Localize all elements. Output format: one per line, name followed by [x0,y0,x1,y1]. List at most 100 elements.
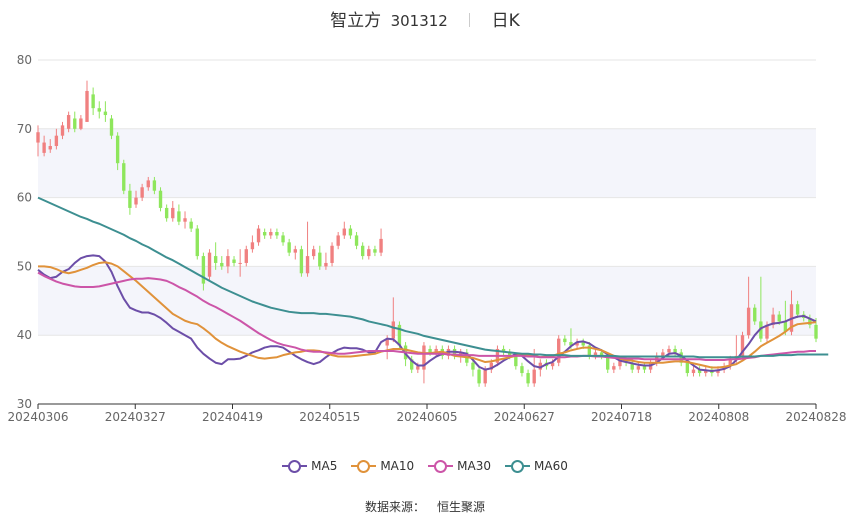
candle-body [508,352,512,356]
candle [373,245,377,257]
candle-body [501,348,506,353]
candle [808,314,812,329]
candle [220,256,224,270]
x-tick-label: 20240306 [7,410,68,424]
candlesticks [36,80,818,387]
candle-body [293,249,297,253]
candle-body [563,338,567,343]
chart-title: 智立方 301312 日K [0,6,850,31]
moving-average-lines [37,196,829,372]
candle-body [171,207,175,219]
candle-body [299,249,304,274]
candle-body [599,352,604,356]
candle [146,176,150,191]
candle-body [354,235,359,246]
candle-body [305,256,310,274]
candle [477,366,481,387]
candle-body [526,373,530,384]
candle-body [795,304,800,315]
candle-body [134,197,138,205]
candle [201,252,206,291]
candle-body [459,352,463,356]
candle-body [422,345,426,370]
candle-body [716,369,720,374]
candle [128,183,132,215]
candle-body [164,207,169,219]
legend-item-ma30[interactable]: MA30 [428,459,491,473]
candle [336,232,340,250]
legend-item-ma5[interactable]: MA5 [282,459,337,473]
candle-body [91,94,95,109]
legend-symbol-ma60 [505,459,531,473]
candle-body [385,338,389,346]
candle [704,366,708,377]
candle-body [575,342,579,346]
candle [66,111,71,133]
candle [91,87,95,116]
legend-item-ma60[interactable]: MA60 [505,459,568,473]
candle-body [269,232,273,236]
candle-body [520,366,524,374]
candle-body [177,211,181,222]
ma-line-ma30 [37,271,816,361]
candle [189,218,193,232]
candle-body [673,348,677,353]
y-tick-label: 80 [17,53,32,67]
candle [642,362,647,374]
candle-body [360,245,365,257]
legend-label-ma10: MA10 [380,459,415,473]
candle-body [85,90,89,122]
candle-body [434,348,438,353]
candle-body [630,362,634,370]
candle-body [550,362,555,367]
candle [697,366,702,377]
stock-code: 301312 [390,12,448,30]
candle-body [36,132,40,143]
x-tick-label: 20240828 [785,410,846,424]
candle-body [808,318,812,325]
candle [287,238,291,257]
x-tick-label: 20240627 [494,410,555,424]
legend-item-ma10[interactable]: MA10 [351,459,414,473]
candle [311,245,316,260]
candle-body [42,142,46,153]
candle [679,348,683,367]
candle-body [618,359,622,367]
candle [238,249,242,277]
candle-body [728,359,732,367]
candle-body [697,369,702,374]
candle [612,362,616,374]
candle-body [379,238,383,253]
candle [526,369,530,387]
candle-body [514,355,518,367]
candle [391,297,395,343]
candle-body [73,118,77,129]
grid-bands [38,128,816,336]
candle-body [759,321,763,339]
candle [759,276,763,343]
legend-symbol-ma5 [282,459,308,473]
candle [48,139,52,153]
candle-body [275,232,279,236]
candle-body [489,362,494,370]
candle-body [397,324,402,346]
candle [60,121,65,140]
candle [783,300,788,336]
candle [348,225,353,239]
candle [293,245,297,260]
legend-symbol-ma10 [351,459,377,473]
candle-body [287,242,291,253]
candle-body [348,228,353,236]
candle [520,362,524,377]
candle-body [324,262,328,267]
candle [324,252,328,270]
candle [244,245,248,267]
candle-body [367,249,371,257]
candle [746,276,751,339]
candle-body [753,307,757,322]
candle-body [569,342,573,346]
y-tick-label: 30 [17,397,32,411]
candle [367,245,371,260]
candle [471,359,475,377]
